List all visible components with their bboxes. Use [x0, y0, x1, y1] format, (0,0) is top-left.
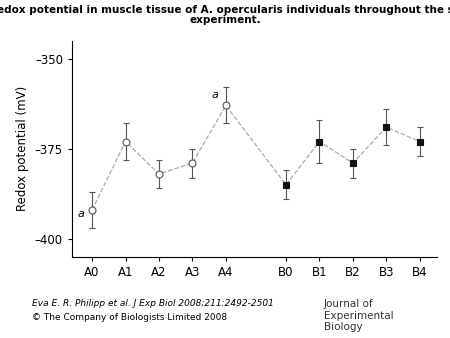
Text: experiment.: experiment.: [189, 15, 261, 25]
Text: a: a: [212, 90, 219, 100]
Y-axis label: Redox potential (mV): Redox potential (mV): [16, 86, 29, 211]
Text: Eva E. R. Philipp et al. J Exp Biol 2008;211:2492-2501: Eva E. R. Philipp et al. J Exp Biol 2008…: [32, 299, 274, 308]
Text: Journal of
Experimental
Biology: Journal of Experimental Biology: [324, 299, 394, 332]
Text: a: a: [78, 209, 85, 219]
Text: Cellular redox potential in muscle tissue of A. opercularis individuals througho: Cellular redox potential in muscle tissu…: [0, 5, 450, 15]
Text: © The Company of Biologists Limited 2008: © The Company of Biologists Limited 2008: [32, 313, 227, 322]
